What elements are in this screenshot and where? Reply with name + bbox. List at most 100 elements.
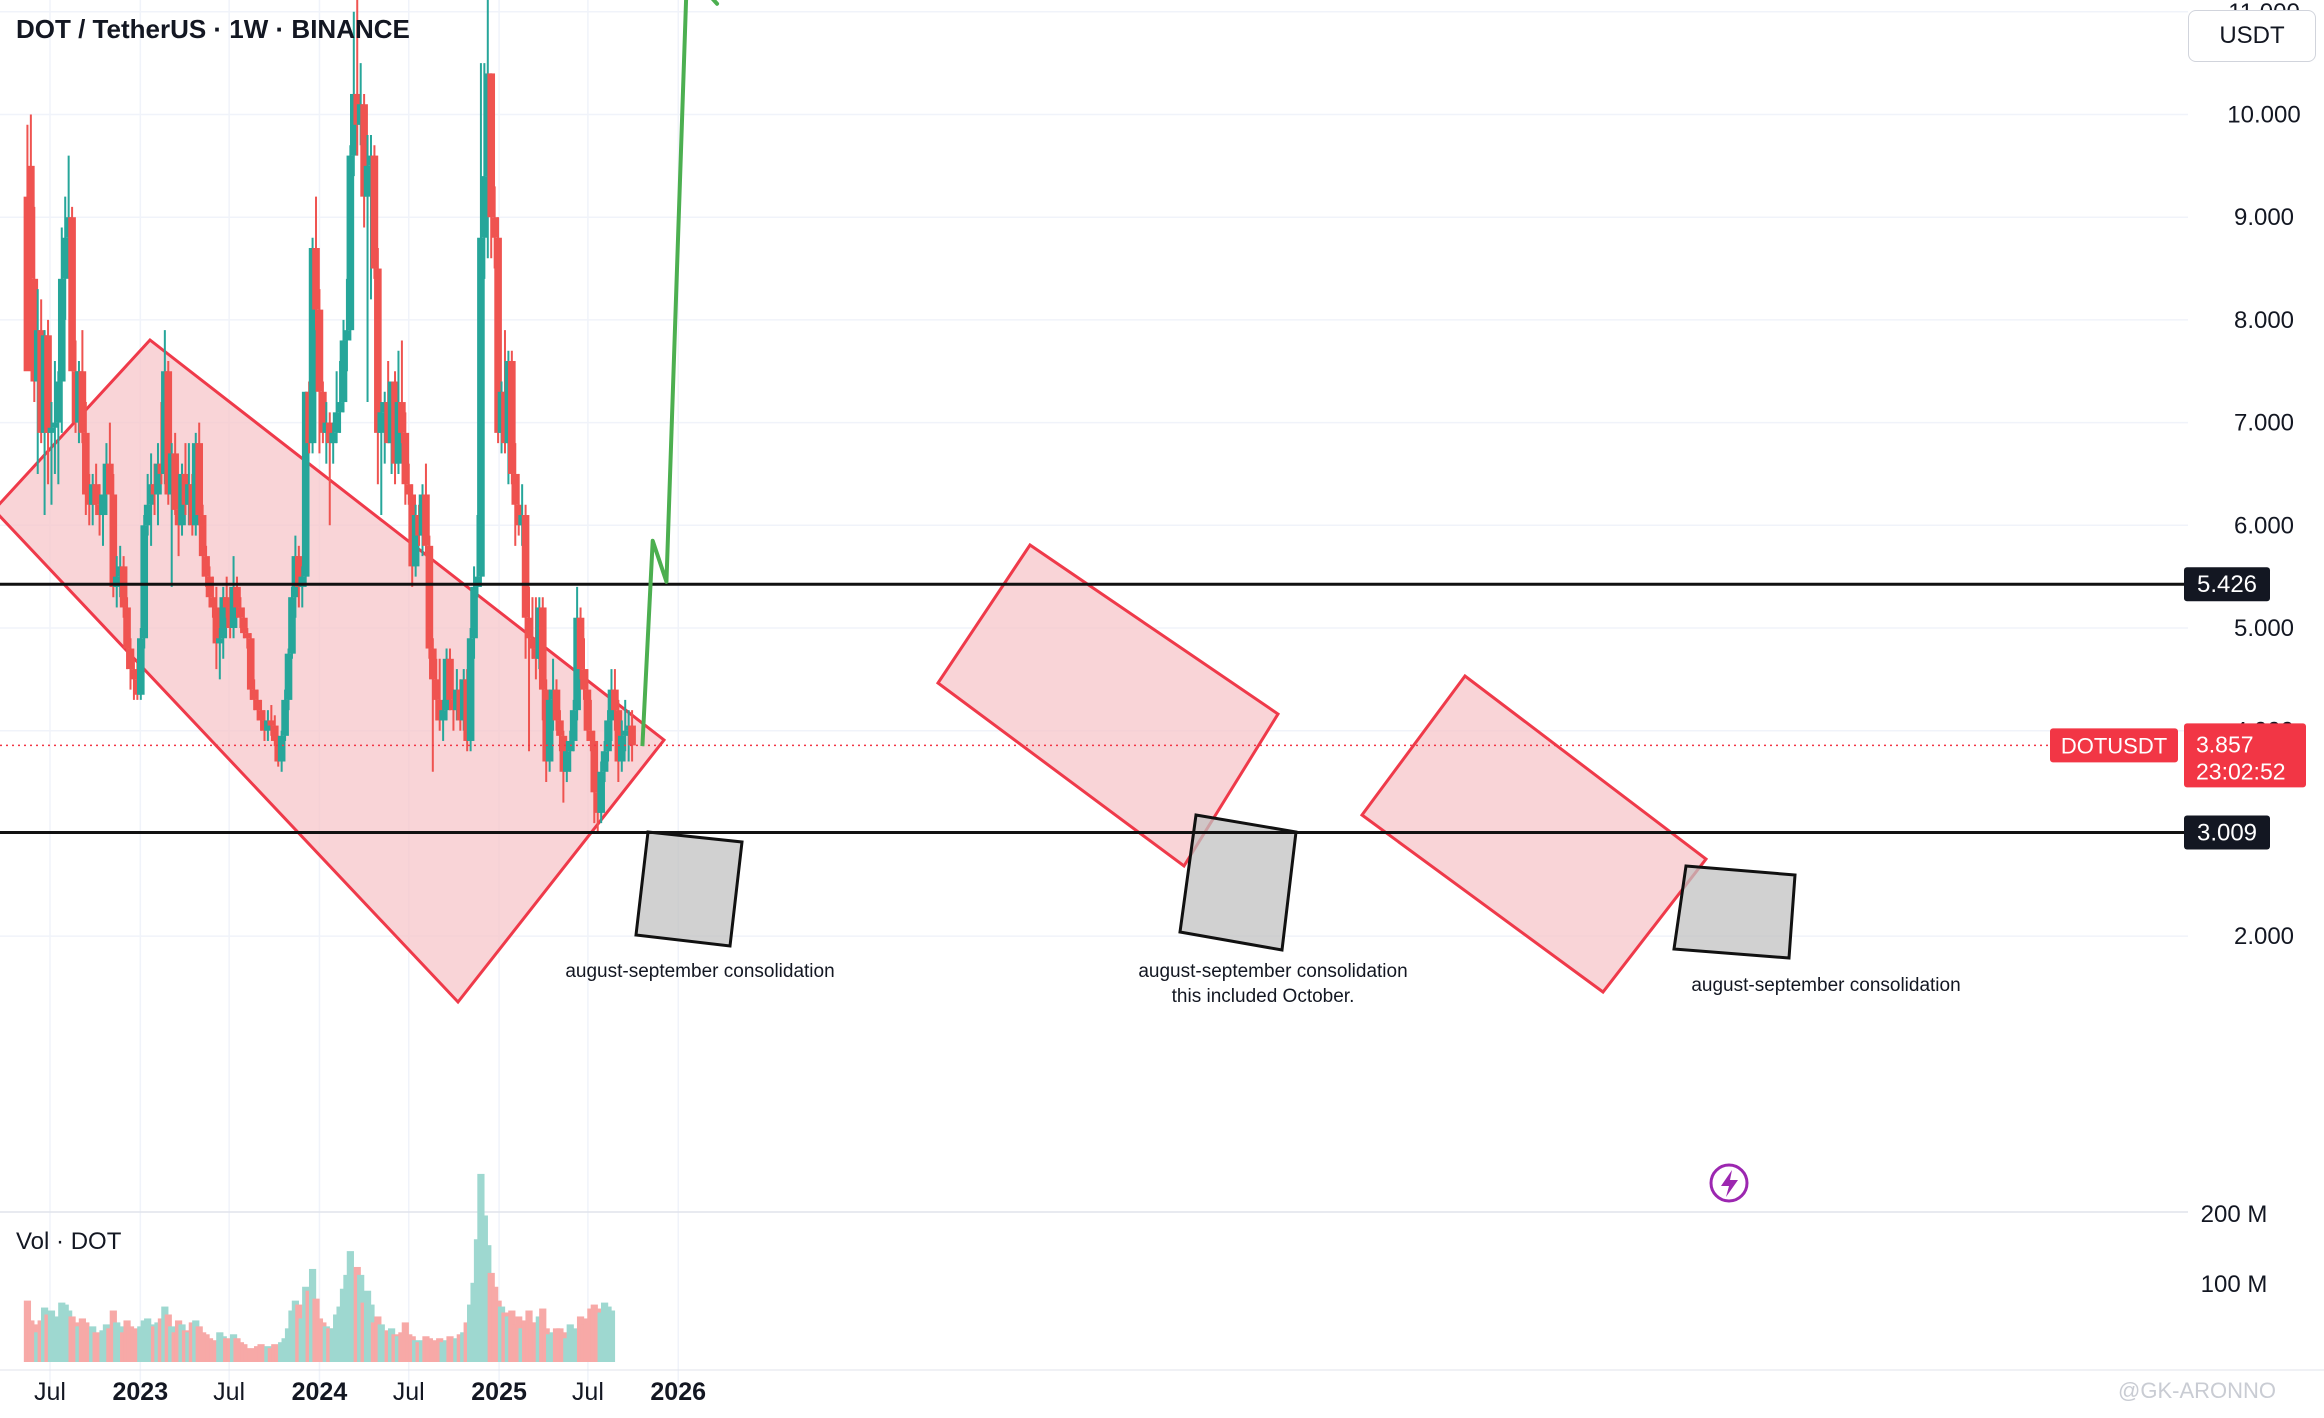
level-price-badge xyxy=(2184,815,2270,850)
candle-body xyxy=(295,556,303,587)
candle-body xyxy=(583,689,592,731)
candle-body xyxy=(343,330,351,341)
candle-body xyxy=(446,658,454,700)
candle-body xyxy=(243,633,252,639)
time-tick-label: Jul xyxy=(393,1378,425,1406)
candle-body xyxy=(590,740,599,793)
candle-body xyxy=(240,617,248,634)
consolidation-box xyxy=(634,830,744,948)
candle-body xyxy=(332,412,341,433)
consolidation-box xyxy=(1672,864,1797,960)
candle-body xyxy=(119,566,128,608)
candle-body xyxy=(143,504,152,526)
candle-body xyxy=(171,453,179,510)
candle-body xyxy=(216,638,224,644)
candle-body xyxy=(23,196,32,372)
candle-body xyxy=(398,402,406,433)
annotation-label: this included October. xyxy=(1172,986,1355,1007)
time-tick-label: 2024 xyxy=(292,1378,348,1406)
candle-body xyxy=(47,427,56,433)
candle-body xyxy=(508,360,516,474)
candle-body xyxy=(198,515,207,557)
projection-arrow xyxy=(640,0,689,747)
candle-body xyxy=(312,248,320,310)
candle-body xyxy=(528,638,537,649)
candle-body xyxy=(538,607,547,690)
candle-body xyxy=(370,155,379,269)
candle-body xyxy=(112,576,121,587)
candle-body xyxy=(281,699,289,736)
candle-body xyxy=(126,648,135,670)
overlay-layer: august-september consolidation august-sep… xyxy=(0,0,2184,1203)
candle-body xyxy=(202,556,210,577)
descending-channel xyxy=(1359,673,1709,995)
candle-body xyxy=(411,515,420,567)
candle-body xyxy=(92,484,100,505)
candle-body xyxy=(298,576,307,587)
candle-body xyxy=(78,371,87,433)
candle-body xyxy=(521,515,530,618)
lightning-icon-bolt xyxy=(1721,1170,1738,1197)
candle-body xyxy=(374,268,382,433)
descending-channel xyxy=(0,337,667,1005)
time-tick-label: Jul xyxy=(572,1378,604,1406)
candle-body xyxy=(346,155,355,331)
candle-body xyxy=(604,720,612,752)
price-tick-label: 9.000 xyxy=(2234,204,2294,231)
volume-bar xyxy=(607,1310,616,1362)
candle-body xyxy=(401,432,410,485)
candle-body xyxy=(205,576,214,598)
candle-body xyxy=(164,371,173,495)
time-tick-label: 2026 xyxy=(650,1378,706,1406)
candle-body xyxy=(54,381,63,423)
candle-body xyxy=(51,422,59,428)
candle-body xyxy=(473,576,482,587)
candle-body xyxy=(556,720,564,736)
annotation-label: august-september consolidation xyxy=(1691,975,1960,996)
candle-body xyxy=(439,710,447,721)
volume-tick-label: 200 M xyxy=(2201,1201,2268,1228)
candle-body xyxy=(140,525,149,639)
candle-body xyxy=(563,751,571,772)
candle-body xyxy=(576,617,585,670)
candle-body xyxy=(363,165,372,197)
lightning-icon-ring xyxy=(1709,1163,1749,1203)
candle-body xyxy=(270,725,279,741)
candle-body xyxy=(130,669,138,680)
candle-body xyxy=(329,432,337,444)
candle-body xyxy=(277,735,286,762)
last-price-badge xyxy=(2184,723,2306,788)
candle-body xyxy=(600,751,609,772)
level-price-badge xyxy=(2184,567,2270,602)
candle-body xyxy=(61,237,70,279)
volume-tick-label: 100 M xyxy=(2201,1271,2268,1298)
candle-body xyxy=(511,473,520,505)
candle-body xyxy=(336,402,344,413)
candle-body xyxy=(480,176,489,238)
candle-body xyxy=(525,617,533,639)
candle-body xyxy=(614,710,623,762)
candle-body xyxy=(99,494,107,516)
price-tick-label: 7.000 xyxy=(2234,410,2294,437)
volume-pane-label: Vol · DOT xyxy=(16,1228,122,1255)
consolidation-box xyxy=(1178,813,1298,952)
candle-body xyxy=(154,463,162,495)
last-price-countdown: 23:02:52 xyxy=(2196,758,2286,784)
symbol-badge xyxy=(2050,728,2178,763)
candle-body xyxy=(422,494,430,546)
time-tick-label: Jul xyxy=(213,1378,245,1406)
candle-body xyxy=(621,730,630,736)
candle-body xyxy=(82,432,90,495)
lightning-bolt-icon xyxy=(1709,1163,1749,1203)
candles xyxy=(23,0,636,834)
candle-body xyxy=(136,638,145,695)
candle-body xyxy=(233,586,241,608)
candle-body xyxy=(477,237,485,577)
candle-body xyxy=(339,340,348,403)
price-tick-label: 2.000 xyxy=(2234,923,2294,950)
currency-unit-selector[interactable]: USDT xyxy=(2188,10,2316,62)
candle-body xyxy=(219,597,228,639)
candle-body xyxy=(580,669,588,690)
